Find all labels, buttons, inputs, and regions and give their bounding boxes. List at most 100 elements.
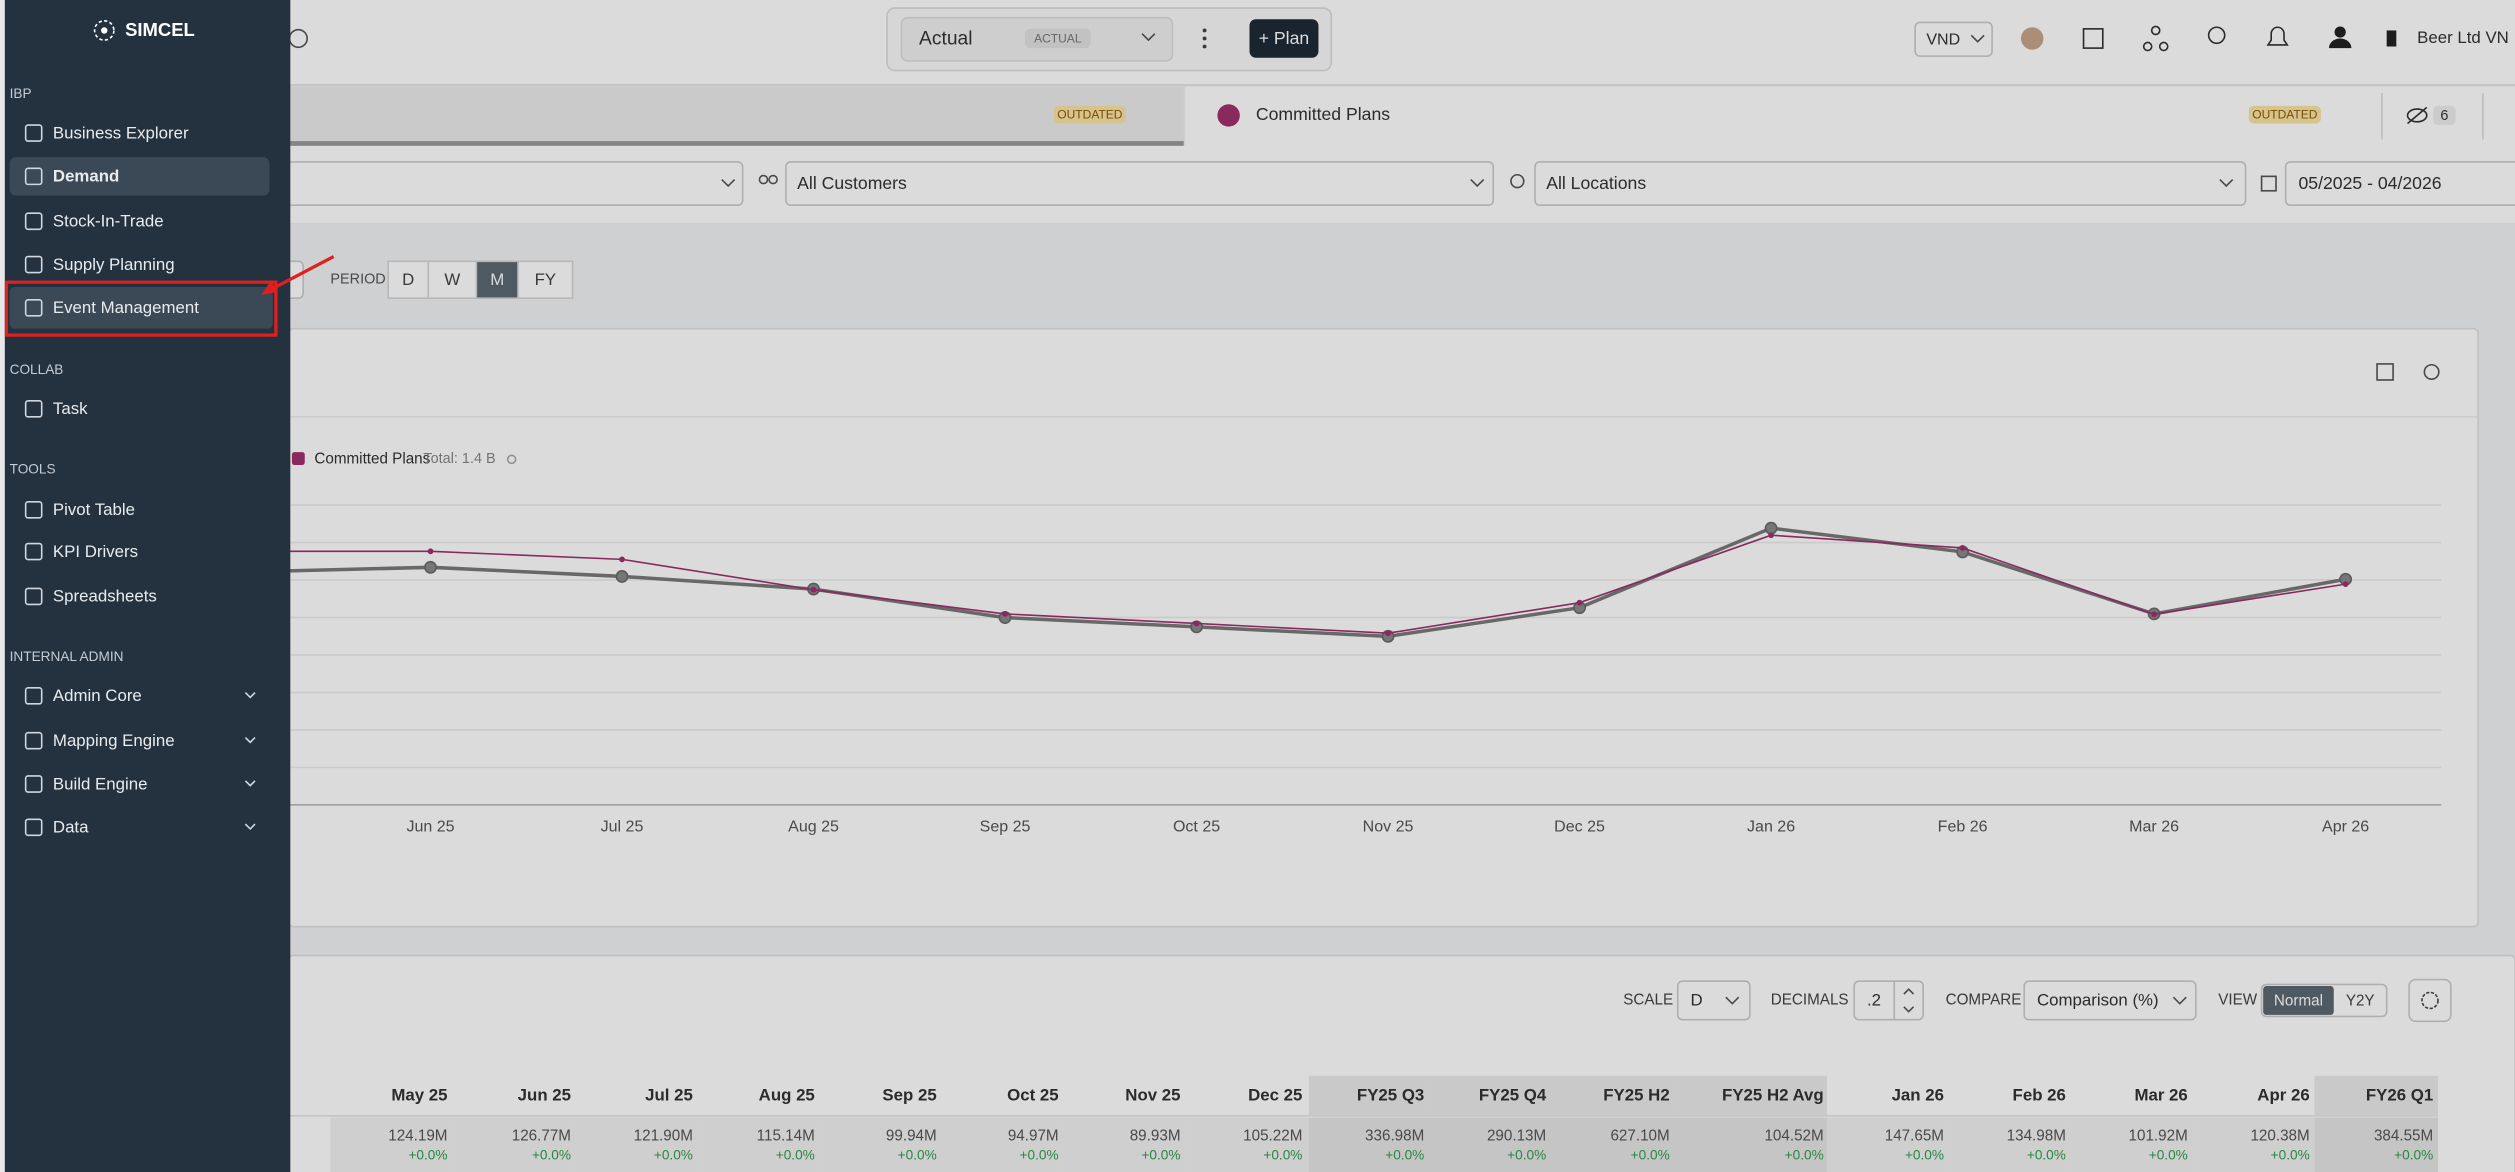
cell-value: 94.97M xyxy=(1008,1128,1059,1145)
cell-value: 89.93M xyxy=(1130,1128,1181,1145)
hidden-count: 6 xyxy=(2440,108,2448,124)
toolbar-input[interactable] xyxy=(1853,980,1924,1021)
legend-total: Total: 1.4 B xyxy=(423,451,495,467)
chevron xyxy=(244,780,256,787)
column-header: Aug 25 xyxy=(759,1085,815,1104)
scenario-name: Actual xyxy=(919,28,972,49)
nav-item[interactable]: Build Engine xyxy=(53,774,148,793)
kebab[interactable] xyxy=(1202,28,1207,49)
currency-select[interactable] xyxy=(1914,21,1993,57)
period-toggle: D W M FY xyxy=(387,260,574,300)
cell-value: 147.65M xyxy=(1885,1128,1944,1145)
cell-change: +0.0% xyxy=(2149,1148,2188,1163)
nav-item[interactable]: Task xyxy=(53,399,88,418)
period-option[interactable] xyxy=(387,260,430,300)
decimals-value: .2 xyxy=(1867,991,1881,1010)
avatar[interactable] xyxy=(2020,27,2044,50)
settings-button[interactable] xyxy=(2408,978,2452,1023)
cell-change: +0.0% xyxy=(2027,1148,2066,1163)
chevron xyxy=(1470,179,1485,188)
idea-icon[interactable] xyxy=(2207,26,2226,45)
map-icon[interactable] xyxy=(2082,28,2104,49)
data-point xyxy=(1768,532,1774,539)
cell-value: 336.98M xyxy=(1365,1128,1424,1145)
nav-icon xyxy=(24,775,43,793)
nav-item[interactable]: Spreadsheets xyxy=(53,587,157,606)
data-point xyxy=(615,570,629,583)
cell-change: +0.0% xyxy=(1385,1148,1424,1163)
nav-icon xyxy=(24,501,43,519)
value-cell-shade xyxy=(1551,1117,1675,1172)
nav-item[interactable]: Mapping Engine xyxy=(53,731,175,750)
cell-change: +0.0% xyxy=(1507,1148,1546,1163)
bell-icon[interactable] xyxy=(2266,26,2289,46)
view-option[interactable]: Normal xyxy=(2274,992,2323,1009)
date-select[interactable] xyxy=(2284,161,2515,207)
nav-item[interactable]: Stock-In-Trade xyxy=(53,212,164,231)
company[interactable]: Beer Ltd VN xyxy=(2417,28,2509,47)
x-tick-label: Mar 26 xyxy=(2129,818,2179,836)
cell-change: +0.0% xyxy=(532,1148,571,1163)
series-line xyxy=(238,534,2346,635)
cell-change: +0.0% xyxy=(2271,1148,2310,1163)
spinner[interactable] xyxy=(1903,988,1915,1013)
period-option[interactable] xyxy=(427,260,478,300)
nav-item[interactable]: Business Explorer xyxy=(53,123,189,142)
customers-select[interactable] xyxy=(785,161,1495,207)
x-tick-label: Jul 25 xyxy=(601,818,644,836)
customers: All Customers xyxy=(797,173,907,193)
nav-item[interactable]: Data xyxy=(53,818,89,837)
column-header: Jun 25 xyxy=(518,1085,571,1104)
cell-value: 627.10M xyxy=(1610,1128,1669,1145)
toolbar-label: DECIMALS xyxy=(1771,991,1849,1008)
plan-button[interactable] xyxy=(1249,19,1319,58)
nav-item[interactable]: Admin Core xyxy=(53,686,142,705)
nav-item[interactable]: Supply Planning xyxy=(53,255,175,274)
highlight-box xyxy=(4,280,278,337)
tab-label: Committed Plans xyxy=(1256,104,1390,124)
refresh-icon[interactable] xyxy=(2423,363,2440,380)
hierarchy-icon[interactable] xyxy=(2142,25,2169,52)
cell-change: +0.0% xyxy=(1263,1148,1302,1163)
annotation-arrow xyxy=(261,255,335,296)
header-cell-shade xyxy=(2314,1075,2439,1116)
nav-item[interactable]: Event Management xyxy=(53,298,199,317)
overlay[interactable] xyxy=(288,0,2515,1172)
nav-item[interactable]: KPI Drivers xyxy=(53,542,138,561)
nav-icon xyxy=(24,818,43,837)
chevron xyxy=(1141,33,1156,42)
view-option-active[interactable] xyxy=(2263,986,2334,1015)
eye-off-icon[interactable] xyxy=(2406,106,2428,125)
customers-icon xyxy=(758,174,778,185)
location-icon xyxy=(1510,173,1525,189)
nav-item[interactable]: Pivot Table xyxy=(53,500,135,519)
expand-icon[interactable] xyxy=(2376,363,2394,381)
period-label: M xyxy=(490,270,504,289)
view-option[interactable]: Y2Y xyxy=(2346,992,2375,1009)
user-icon[interactable] xyxy=(2328,26,2352,49)
chevron xyxy=(1970,34,1985,43)
value-cell-shade xyxy=(1429,1117,1552,1172)
active-item xyxy=(9,157,270,196)
toolbar-input[interactable] xyxy=(2023,980,2197,1021)
section-title: TOOLS xyxy=(10,461,56,476)
column-header: Jul 25 xyxy=(645,1085,693,1104)
column-header: FY25 Q3 xyxy=(1357,1085,1424,1104)
locations-select[interactable] xyxy=(1534,161,2247,207)
currency: VND xyxy=(1926,30,1960,48)
column-header: FY25 H2 xyxy=(1603,1085,1669,1104)
data-point xyxy=(2342,581,2349,587)
period-label: W xyxy=(444,270,460,289)
nav-item[interactable]: Demand xyxy=(53,167,119,186)
scenario-badge: ACTUAL xyxy=(1034,31,1082,45)
nav-icon xyxy=(24,731,43,750)
toolbar-input[interactable] xyxy=(1676,980,1751,1021)
period-option[interactable] xyxy=(517,260,574,300)
tab[interactable] xyxy=(288,86,1184,146)
logo-icon xyxy=(93,20,115,41)
period-option[interactable] xyxy=(475,260,519,300)
toolbar-label: COMPARE xyxy=(1946,991,2022,1008)
scale-value: D xyxy=(1691,991,1703,1010)
legend-label[interactable]: Committed Plans xyxy=(314,450,430,467)
